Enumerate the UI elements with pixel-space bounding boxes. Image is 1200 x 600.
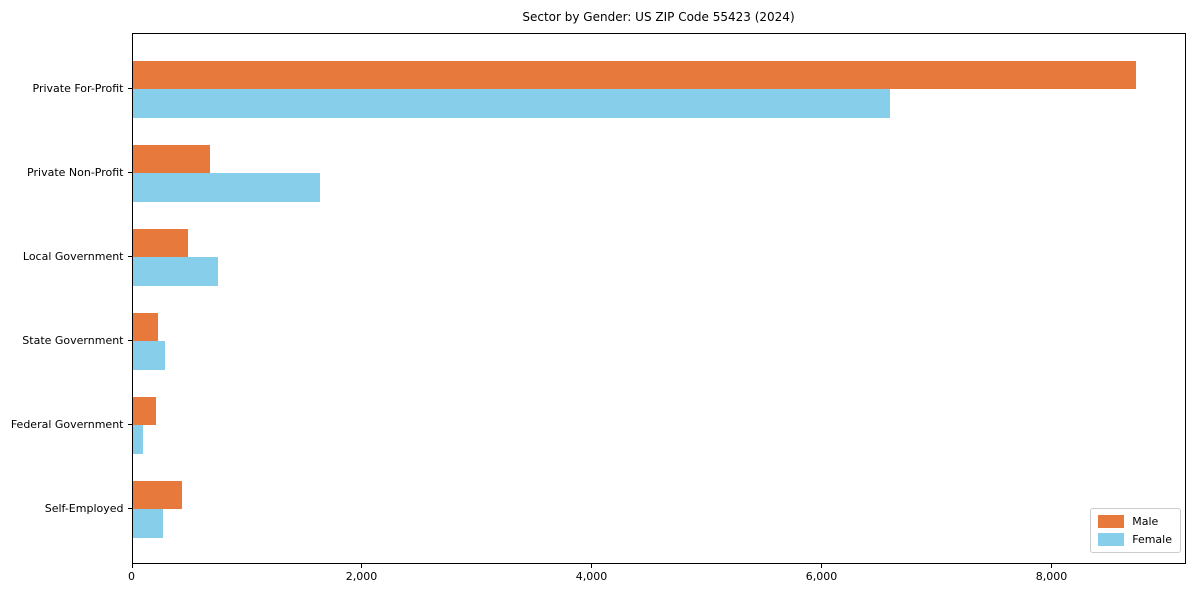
ytick-label-state-government: State Government <box>22 333 124 347</box>
legend-row-female: Female <box>1098 533 1172 546</box>
legend-row-male: Male <box>1098 515 1172 528</box>
xtick-mark <box>131 564 133 568</box>
chart-title: Sector by Gender: US ZIP Code 55423 (202… <box>522 10 795 24</box>
xtick-label: 2,000 <box>345 570 378 583</box>
ytick-mark <box>127 256 132 257</box>
ytick-mark <box>127 340 132 341</box>
ytick-label-private-for-profit: Private For-Profit <box>32 81 124 95</box>
xtick-mark <box>361 564 363 568</box>
bar-female-private-non-profit <box>132 173 321 202</box>
legend-swatch-male <box>1098 515 1125 528</box>
ytick-label-local-government: Local Government <box>22 249 124 263</box>
xtick-label: 6,000 <box>805 570 838 583</box>
plot-area <box>131 33 1186 564</box>
legend-label-male: Male <box>1132 515 1159 528</box>
ytick-label-self-employed: Self-Employed <box>44 501 124 515</box>
bar-female-federal-government <box>132 425 144 454</box>
legend-swatch-female <box>1098 533 1125 546</box>
legend-label-female: Female <box>1132 533 1172 546</box>
xtick-mark <box>1051 564 1053 568</box>
legend: Male Female <box>1090 508 1181 553</box>
bar-male-local-government <box>132 228 189 257</box>
ytick-mark <box>127 172 132 173</box>
xtick-mark <box>591 564 593 568</box>
bar-female-local-government <box>132 257 219 286</box>
ytick-mark <box>127 424 132 425</box>
ytick-mark <box>127 88 132 89</box>
bar-female-private-for-profit <box>132 89 890 118</box>
xtick-mark <box>821 564 823 568</box>
xtick-label: 0 <box>128 570 135 583</box>
bar-male-private-non-profit <box>132 144 210 173</box>
bar-female-self-employed <box>132 509 164 538</box>
ytick-mark <box>127 508 132 509</box>
bar-male-private-for-profit <box>132 60 1137 89</box>
bar-female-state-government <box>132 341 166 370</box>
xtick-label: 4,000 <box>575 570 608 583</box>
ytick-label-private-non-profit: Private Non-Profit <box>27 165 124 179</box>
bar-male-federal-government <box>132 396 157 425</box>
ytick-label-federal-government: Federal Government <box>10 417 124 431</box>
bar-male-state-government <box>132 312 159 341</box>
xtick-label: 8,000 <box>1035 570 1068 583</box>
bar-male-self-employed <box>132 480 183 509</box>
